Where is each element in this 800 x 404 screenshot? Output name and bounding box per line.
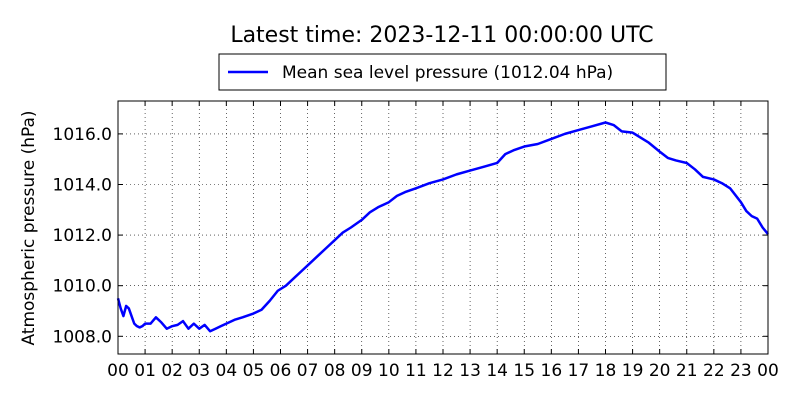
- x-tick-label: 18: [595, 361, 617, 381]
- x-tick-label: 13: [459, 361, 481, 381]
- grid: [118, 101, 768, 354]
- x-tick-label: 15: [513, 361, 535, 381]
- x-tick-label: 11: [405, 361, 427, 381]
- x-tick-label: 00: [107, 361, 129, 381]
- x-tick-label: 07: [297, 361, 319, 381]
- legend: Mean sea level pressure (1012.04 hPa): [218, 53, 667, 91]
- axis-ticks: 00 01 02 03 04 05 06 07 08 09 10 11 12 13 14 15 16 17 18 19…: [53, 101, 779, 381]
- x-tick-label: 22: [703, 361, 725, 381]
- x-tick-label: 16: [541, 361, 563, 381]
- pressure-series-line: [116, 121, 769, 333]
- y-tick-label: 1016.0: [53, 125, 112, 145]
- x-tick-label: 20: [649, 361, 671, 381]
- plot-area-frame: [117, 100, 769, 355]
- x-tick-label: 21: [676, 361, 698, 381]
- x-tick-label: 19: [622, 361, 644, 381]
- x-tick-label: 02: [161, 361, 183, 381]
- y-tick-label: 1014.0: [53, 175, 112, 195]
- series-layer: [116, 121, 769, 333]
- x-tick-label: 14: [486, 361, 508, 381]
- y-tick-label: 1008.0: [53, 327, 112, 347]
- x-tick-label: 09: [351, 361, 373, 381]
- x-tick-label: 17: [568, 361, 590, 381]
- x-tick-label: 01: [134, 361, 156, 381]
- chart-title: Latest time: 2023-12-11 00:00:00 UTC: [230, 23, 653, 48]
- legend-box: [218, 53, 667, 91]
- y-axis-label: Atmospheric pressure (hPa): [19, 110, 39, 345]
- x-tick-label: 03: [188, 361, 210, 381]
- x-tick-label: 05: [243, 361, 265, 381]
- x-tick-label: 04: [216, 361, 238, 381]
- y-tick-label: 1010.0: [53, 277, 112, 297]
- x-tick-label: 23: [730, 361, 752, 381]
- x-tick-label: 06: [270, 361, 292, 381]
- x-tick-label: 10: [378, 361, 400, 381]
- legend-label: Mean sea level pressure (1012.04 hPa): [282, 63, 613, 83]
- x-tick-label: 08: [324, 361, 346, 381]
- x-tick-label: 00: [757, 361, 779, 381]
- x-tick-label: 12: [432, 361, 454, 381]
- y-tick-label: 1012.0: [53, 226, 112, 246]
